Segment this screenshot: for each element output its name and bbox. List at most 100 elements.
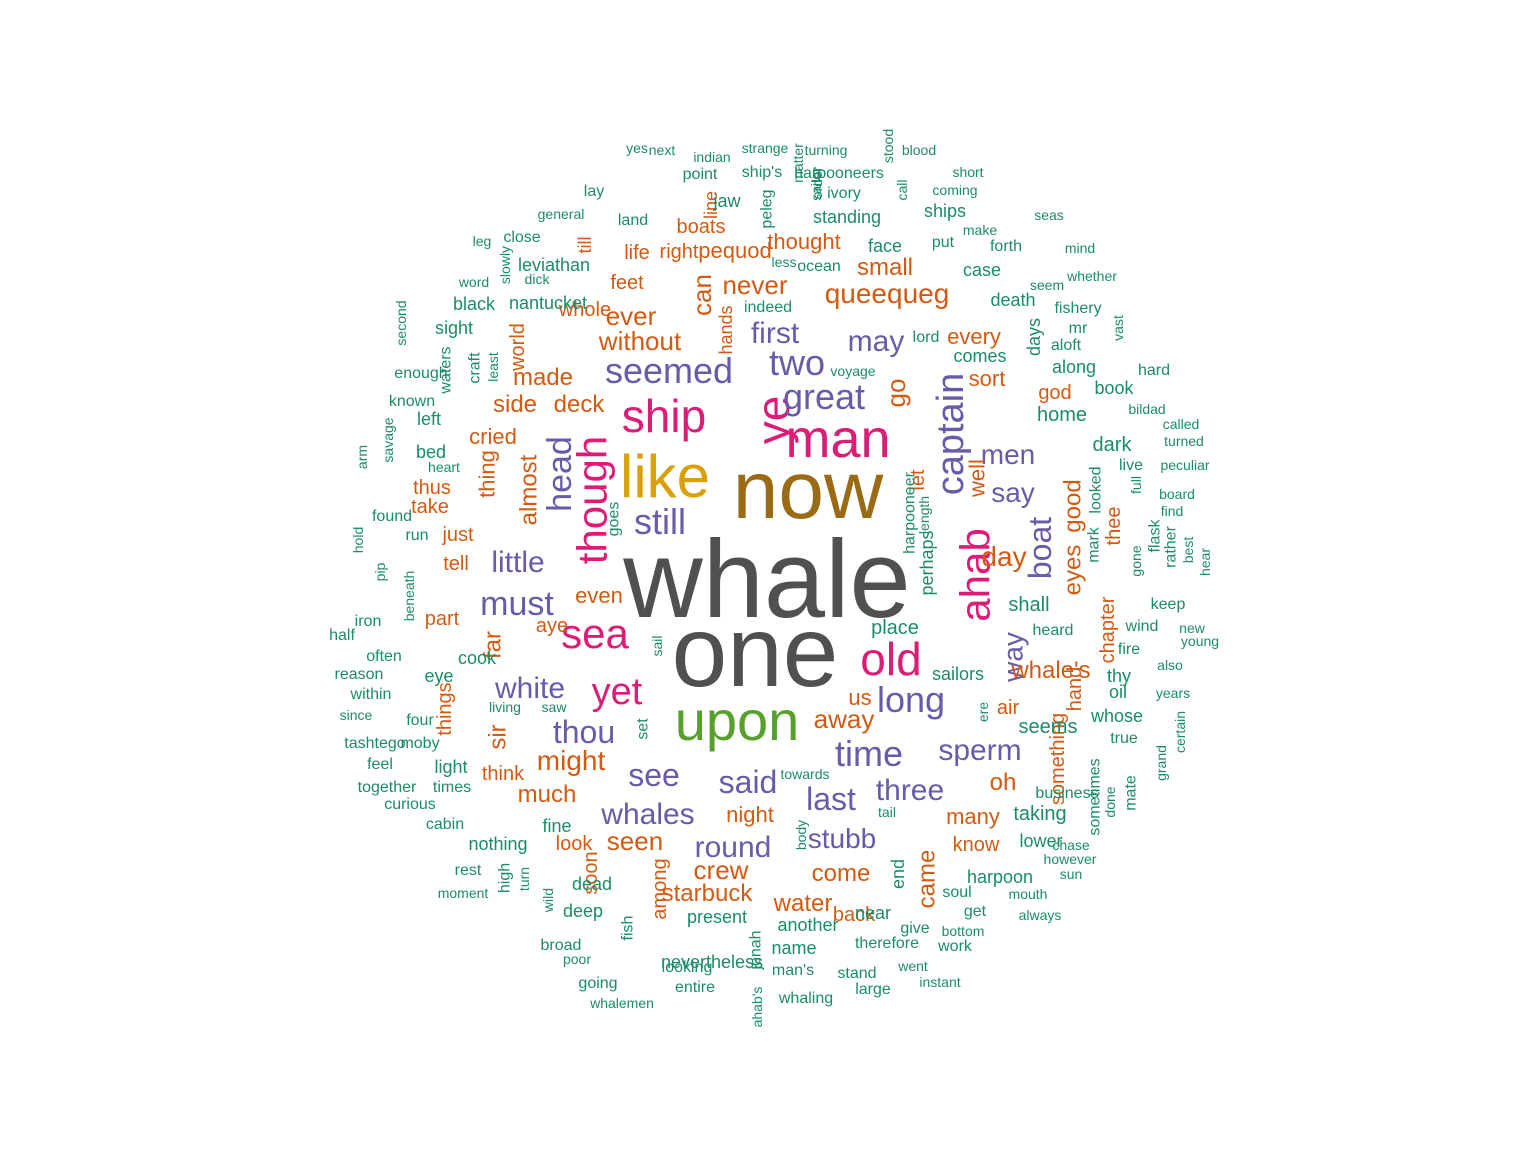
word-board: board	[1159, 486, 1195, 502]
word-whether: whether	[1066, 268, 1117, 284]
word-know: know	[953, 834, 1000, 856]
word-times: times	[433, 779, 471, 796]
word-blood: blood	[902, 142, 936, 158]
word-still: still	[634, 501, 686, 542]
word-tail: tail	[878, 804, 896, 820]
word-crew: crew	[694, 855, 749, 885]
word-along: along	[1052, 357, 1096, 377]
word-hold: hold	[350, 527, 366, 553]
word-certain: certain	[1172, 711, 1188, 753]
word-always: always	[1019, 907, 1062, 923]
word-broad: broad	[541, 937, 582, 954]
word-flask: flask	[1147, 519, 1164, 553]
word-queequeg: queequeg	[825, 278, 950, 309]
word-soul: soul	[942, 884, 971, 901]
word-four: four	[406, 712, 434, 729]
word-away: away	[814, 704, 875, 734]
word-indeed: indeed	[744, 299, 792, 316]
word-thing: thing	[475, 450, 500, 498]
word-within: within	[350, 686, 392, 703]
word-word: word	[458, 274, 489, 290]
word-world: world	[507, 323, 529, 372]
word-ahab: ahab	[952, 528, 999, 621]
word-years: years	[1156, 685, 1190, 701]
word-face: face	[868, 236, 902, 256]
word-part: part	[425, 608, 460, 630]
word-lower: lower	[1019, 831, 1062, 851]
word-right: right	[660, 241, 699, 263]
word-great: great	[783, 376, 865, 417]
word-close: close	[503, 229, 540, 246]
word-say: say	[991, 477, 1035, 508]
word-name: name	[771, 938, 816, 958]
word-sun: sun	[1060, 866, 1083, 882]
word-soon: soon	[580, 851, 602, 894]
word-turning: turning	[805, 142, 848, 158]
word-found: found	[372, 508, 412, 525]
word-men: men	[981, 439, 1035, 470]
word-thus: thus	[413, 477, 451, 499]
word-without: without	[598, 326, 682, 356]
word-standing: standing	[813, 207, 881, 227]
word-bed: bed	[416, 442, 446, 462]
word-light: light	[434, 757, 467, 777]
word-something: something	[1047, 713, 1069, 805]
word-since: since	[340, 707, 373, 723]
word-little: little	[491, 546, 544, 579]
word-life: life	[624, 242, 650, 264]
word-thou: thou	[553, 714, 615, 750]
word-went: went	[897, 958, 928, 974]
word-ye: ye	[747, 396, 799, 445]
word-hard: hard	[1138, 362, 1170, 379]
word-lay: lay	[584, 183, 604, 200]
word-ship-s: ship's	[742, 164, 782, 181]
word-large: large	[855, 981, 891, 998]
word-towards: towards	[780, 766, 829, 782]
word-grand: grand	[1153, 745, 1169, 781]
word-nantucket: nantucket	[509, 293, 587, 313]
word-whales: whales	[600, 798, 694, 831]
word-water: water	[773, 890, 833, 917]
word-mr: mr	[1069, 320, 1088, 337]
word-keep: keep	[1151, 596, 1186, 613]
word-go: go	[881, 379, 911, 408]
word-pequod: pequod	[698, 238, 771, 263]
word-iron: iron	[355, 613, 382, 630]
word-general: general	[538, 206, 585, 222]
word-next: next	[649, 142, 676, 158]
word-strange: strange	[742, 140, 789, 156]
word-far: far	[480, 631, 507, 659]
word-case: case	[963, 260, 1001, 280]
word-matter: matter	[790, 143, 806, 183]
word-last: last	[806, 781, 856, 817]
word-ere: ere	[975, 702, 991, 722]
word-yes: yes	[626, 140, 648, 156]
word-ever: ever	[606, 301, 657, 331]
word-good: good	[1060, 479, 1087, 532]
word-make: make	[963, 222, 997, 238]
word-black: black	[453, 294, 496, 314]
word-whose: whose	[1090, 706, 1143, 726]
word-see: see	[628, 757, 680, 793]
word-set: set	[635, 718, 652, 740]
word-dick: dick	[525, 271, 551, 287]
word-give: give	[900, 920, 929, 937]
word-captain: captain	[930, 373, 972, 496]
word-put: put	[932, 234, 955, 251]
word-work: work	[937, 938, 973, 955]
word-rather: rather	[1163, 525, 1180, 567]
word-living: living	[489, 699, 521, 715]
word-wind: wind	[1125, 618, 1159, 635]
word-going: going	[578, 975, 617, 992]
word-nothing: nothing	[468, 834, 527, 854]
word-length: length	[916, 496, 932, 534]
word-heart: heart	[428, 459, 460, 475]
word-entire: entire	[675, 979, 715, 996]
word-poor: poor	[563, 951, 591, 967]
word-sort: sort	[969, 366, 1006, 391]
word-fishery: fishery	[1054, 300, 1101, 317]
word-ivory: ivory	[827, 185, 861, 202]
word-point: point	[683, 166, 718, 183]
word-eye: eye	[424, 666, 453, 686]
word-together: together	[358, 779, 417, 796]
